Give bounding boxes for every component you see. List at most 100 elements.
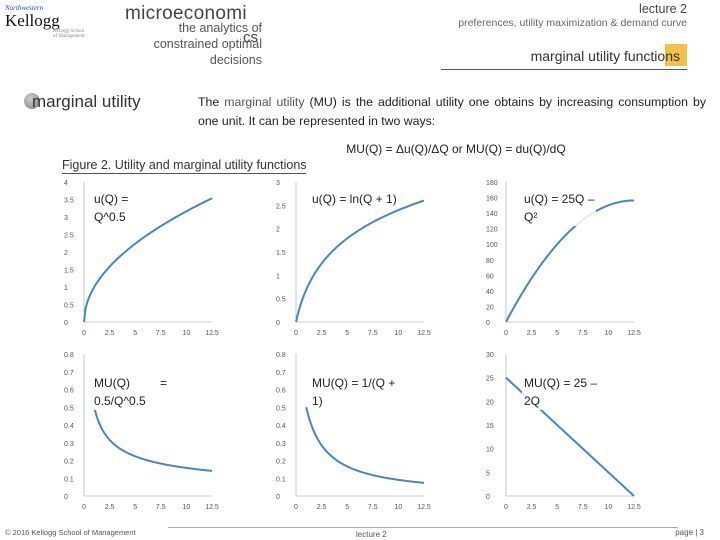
y-tick-label: 2 bbox=[64, 250, 68, 257]
y-tick-label: 0.1 bbox=[64, 476, 74, 483]
definition-text: The marginal utility (MU) is the additio… bbox=[198, 93, 706, 131]
series-line bbox=[505, 199, 635, 323]
chart-mu-sqrt: 0 0.1 0.2 0.3 0.4 0.5 0.6 0.7 0.8 0 2.5 5 7.5 10 12.5 M… bbox=[60, 348, 220, 511]
y-tick-label: 2.5 bbox=[64, 233, 74, 240]
chart-utility-quad: 0 20 40 60 80 100 120 140 160 180 0 2.5 5 7.5 10 12.5 u(… bbox=[482, 176, 642, 337]
y-tick-label: 0.5 bbox=[64, 303, 74, 310]
function-label: u(Q) = Q^0.5 bbox=[92, 190, 131, 226]
y-tick-label: 0 bbox=[64, 320, 68, 327]
y-tick-label: 0.1 bbox=[276, 476, 286, 483]
y-tick-label: 100 bbox=[486, 242, 498, 249]
x-tick-label: 0 bbox=[82, 504, 86, 511]
x-tick-label: 0 bbox=[504, 330, 508, 337]
x-tick-label: 5 bbox=[133, 504, 137, 511]
y-tick-label: 0.7 bbox=[276, 370, 286, 377]
y-tick-label: 2.5 bbox=[276, 203, 286, 210]
section-title: marginal utility functions bbox=[530, 48, 680, 64]
course-title-tail: cs bbox=[243, 29, 258, 46]
chart-utility-sqrt: 0 0.5 1 1.5 2 2.5 3 3.5 4 0 2.5 5 7.5 10 12.5 u(Q) = Q^0… bbox=[60, 176, 220, 337]
x-tick-label: 5 bbox=[133, 330, 137, 337]
x-tick-label: 12.5 bbox=[205, 330, 219, 337]
y-tick-label: 0.5 bbox=[64, 405, 74, 412]
y-tick-label: 0.2 bbox=[64, 459, 74, 466]
x-tick-label: 0 bbox=[82, 330, 86, 337]
x-tick-label: 7.5 bbox=[156, 330, 166, 337]
def-term: marginal utility bbox=[224, 95, 305, 109]
function-label: MU(Q) = 1/(Q + 1) bbox=[310, 374, 398, 410]
x-tick-label: 10 bbox=[183, 330, 191, 337]
y-tick-label: 3 bbox=[276, 180, 280, 187]
y-tick-label: 5 bbox=[486, 470, 490, 477]
chart-svg: 0 0.5 1 1.5 2 2.5 3 0 2.5 5 7.5 10 12.5 bbox=[276, 180, 431, 337]
y-tick-label: 30 bbox=[486, 352, 494, 359]
y-tick-label: 0.6 bbox=[64, 388, 74, 395]
series-line bbox=[93, 407, 213, 472]
lecture-topics: preferences, utility maximization & dema… bbox=[458, 17, 687, 29]
y-tick-label: 3.5 bbox=[64, 198, 74, 205]
y-tick-label: 0.4 bbox=[64, 423, 74, 430]
y-tick-label: 0 bbox=[276, 320, 280, 327]
figure-caption: Figure 2. Utility and marginal utility f… bbox=[62, 158, 307, 174]
x-tick-label: 2.5 bbox=[527, 504, 537, 511]
y-tick-label: 15 bbox=[486, 423, 494, 430]
chart-svg: 0 0.1 0.2 0.3 0.4 0.5 0.6 0.7 0.8 0 2.5 5 7.5 10 12.5 bbox=[276, 352, 431, 511]
y-tick-label: 120 bbox=[486, 227, 498, 234]
function-label-line1: MU(Q) = bbox=[94, 376, 168, 390]
function-label-line2: 2Q bbox=[524, 394, 541, 408]
y-tick-label: 2 bbox=[276, 227, 280, 234]
def-pre: The bbox=[198, 95, 225, 109]
x-tick-label: 10 bbox=[395, 504, 403, 511]
section-header: marginal utility functions bbox=[441, 41, 687, 70]
y-tick-label: 180 bbox=[486, 180, 498, 187]
function-label: MU(Q) = 25 – 2Q bbox=[522, 374, 600, 410]
y-tick-label: 0 bbox=[486, 320, 490, 327]
x-tick-label: 2.5 bbox=[317, 504, 327, 511]
lecture-label: lecture 2 bbox=[639, 2, 687, 16]
x-tick-label: 12.5 bbox=[627, 504, 641, 511]
y-tick-label: 0.8 bbox=[64, 352, 74, 359]
bullet-sphere-icon bbox=[24, 93, 40, 109]
x-tick-label: 10 bbox=[183, 504, 191, 511]
function-label-line1: MU(Q) = 25 – bbox=[524, 376, 598, 390]
x-tick-label: 0 bbox=[294, 504, 298, 511]
y-tick-label: 0.7 bbox=[64, 370, 74, 377]
chart-utility-ln: 0 0.5 1 1.5 2 2.5 3 0 2.5 5 7.5 10 12.5 u(Q) = ln(Q +… bbox=[272, 176, 432, 337]
function-label-line1: u(Q) = 25Q – bbox=[524, 192, 595, 206]
y-tick-label: 0 bbox=[64, 494, 68, 501]
y-tick-label: 1 bbox=[64, 285, 68, 292]
x-tick-label: 0 bbox=[294, 330, 298, 337]
x-tick-label: 2.5 bbox=[105, 330, 115, 337]
chart-svg: 0 5 10 15 20 25 30 0 2.5 5 7.5 10 12.5 bbox=[486, 352, 641, 511]
y-tick-label: 0.4 bbox=[276, 423, 286, 430]
course-title: microeconomi bbox=[125, 3, 247, 24]
x-tick-label: 12.5 bbox=[417, 504, 431, 511]
footer-divider bbox=[168, 527, 678, 528]
y-tick-label: 0.2 bbox=[276, 459, 286, 466]
x-tick-label: 0 bbox=[504, 504, 508, 511]
chart-svg: 0 0.5 1 1.5 2 2.5 3 3.5 4 0 2.5 5 7.5 10 12.5 bbox=[64, 180, 219, 337]
function-label-line1: MU(Q) = 1/(Q + bbox=[312, 376, 396, 390]
x-tick-label: 10 bbox=[395, 330, 403, 337]
x-tick-label: 7.5 bbox=[368, 504, 378, 511]
def-post: (MU) is the additional utility one obtai… bbox=[198, 95, 706, 128]
x-tick-label: 5 bbox=[345, 330, 349, 337]
chart-svg: 0 20 40 60 80 100 120 140 160 180 0 2.5 5 7.5 10 12.5 bbox=[486, 180, 641, 337]
y-tick-label: 0 bbox=[276, 494, 280, 501]
x-tick-label: 7.5 bbox=[578, 504, 588, 511]
mu-formula: MU(Q) = Δu(Q)/ΔQ or MU(Q) = du(Q)/dQ bbox=[346, 142, 566, 156]
footer-page: page | 3 bbox=[675, 528, 704, 537]
y-tick-label: 0.8 bbox=[276, 352, 286, 359]
x-tick-label: 2.5 bbox=[527, 330, 537, 337]
x-tick-label: 5 bbox=[555, 504, 559, 511]
series-line bbox=[83, 197, 213, 323]
y-tick-label: 0.3 bbox=[64, 441, 74, 448]
footer-center: lecture 2 bbox=[356, 530, 387, 539]
x-tick-label: 12.5 bbox=[417, 330, 431, 337]
x-tick-label: 12.5 bbox=[627, 330, 641, 337]
y-tick-label: 60 bbox=[486, 273, 494, 280]
kellogg-logo: Northwestern Kellogg Kellogg School of M… bbox=[5, 4, 85, 39]
x-tick-label: 7.5 bbox=[156, 504, 166, 511]
footer-copyright: © 2016 Kellogg School of Management bbox=[5, 528, 136, 537]
chart-svg: 0 0.1 0.2 0.3 0.4 0.5 0.6 0.7 0.8 0 2.5 5 7.5 10 12.5 bbox=[64, 352, 219, 511]
y-tick-label: 20 bbox=[486, 304, 494, 311]
